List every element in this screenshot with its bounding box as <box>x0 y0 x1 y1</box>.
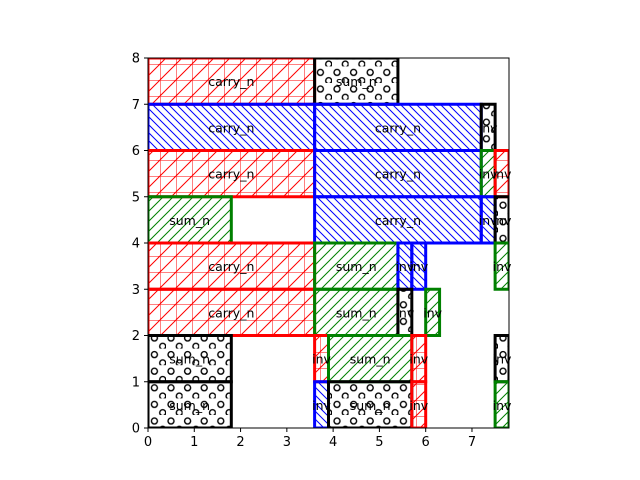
x-tick-label-7: 7 <box>468 435 476 450</box>
rect-label-26: inv <box>493 352 512 367</box>
rect-label-24: sum_n <box>350 352 391 367</box>
x-tick-label-6: 6 <box>422 435 430 450</box>
x-tick-label-0: 0 <box>144 435 152 450</box>
rect-sum_n-29 <box>327 380 414 428</box>
rect-label-10: carry_n <box>375 213 421 228</box>
y-tick-label-5: 5 <box>132 190 140 205</box>
rect-carry_n-6 <box>313 149 483 199</box>
rect-label-29: sum_n <box>350 398 391 413</box>
rect-label-30: inv <box>409 398 428 413</box>
rect-label-13: carry_n <box>208 259 254 274</box>
y-tick-label-1: 1 <box>132 375 140 390</box>
rect-inv-16 <box>410 241 428 291</box>
rect-label-16: inv <box>409 259 428 274</box>
rect-carry_n-3 <box>313 102 483 152</box>
y-tick-label-7: 7 <box>132 98 140 113</box>
rect-label-17: inv <box>493 259 512 274</box>
rect-label-28: inv <box>312 398 331 413</box>
rectangles-layer <box>148 58 509 428</box>
x-tick-label-1: 1 <box>190 435 198 450</box>
rect-label-9: sum_n <box>169 213 210 228</box>
rect-label-4: inv <box>479 120 498 135</box>
rect-label-12: inv <box>493 213 512 228</box>
rect-inv-21 <box>424 287 442 337</box>
rect-label-5: carry_n <box>208 167 254 182</box>
rect-label-11: inv <box>479 213 498 228</box>
y-tick-label-4: 4 <box>132 237 140 252</box>
rect-label-23: inv <box>312 352 331 367</box>
x-tick-label-2: 2 <box>236 435 244 450</box>
y-tick-label-6: 6 <box>132 144 140 159</box>
rect-label-2: carry_n <box>208 120 254 135</box>
rect-sum_n-22 <box>148 334 233 384</box>
rect-carry_n-13 <box>148 241 317 291</box>
rect-sum_n-1 <box>313 58 400 106</box>
x-tick-label-3: 3 <box>283 435 291 450</box>
rect-sum_n-14 <box>313 241 400 291</box>
y-tick-label-2: 2 <box>132 329 140 344</box>
rect-label-31: inv <box>493 398 512 413</box>
x-tick-label-4: 4 <box>329 435 337 450</box>
rect-label-15: inv <box>395 259 414 274</box>
rect-carry_n-10 <box>313 195 483 245</box>
rect-label-19: sum_n <box>336 305 377 320</box>
rect-inv-31 <box>493 380 509 428</box>
rect-label-25: inv <box>409 352 428 367</box>
rect-label-6: carry_n <box>375 167 421 182</box>
rect-carry_n-18 <box>148 287 317 337</box>
y-tick-label-8: 8 <box>132 52 140 67</box>
x-axis: 0 1 2 3 4 5 6 7 <box>144 428 476 450</box>
rect-label-7: inv <box>479 167 498 182</box>
rect-inv-30 <box>410 380 428 428</box>
rect-label-20: inv <box>395 305 414 320</box>
rect-inv-17 <box>493 241 509 291</box>
y-tick-label-0: 0 <box>132 422 140 437</box>
rect-label-0: carry_n <box>208 74 254 89</box>
y-tick-label-3: 3 <box>132 283 140 298</box>
rect-label-21: inv <box>423 305 442 320</box>
rect-label-1: sum_n <box>336 74 377 89</box>
rect-label-3: carry_n <box>375 120 421 135</box>
rect-sum_n-27 <box>148 380 233 428</box>
rect-label-22: sum_n <box>169 352 210 367</box>
rect-carry_n-2 <box>148 102 317 152</box>
rect-label-18: carry_n <box>208 305 254 320</box>
rect-label-8: inv <box>493 167 512 182</box>
y-axis: 0 1 2 3 4 5 6 7 8 <box>132 52 148 437</box>
rect-label-27: sum_n <box>169 398 210 413</box>
x-tick-label-5: 5 <box>375 435 383 450</box>
rect-label-14: sum_n <box>336 259 377 274</box>
